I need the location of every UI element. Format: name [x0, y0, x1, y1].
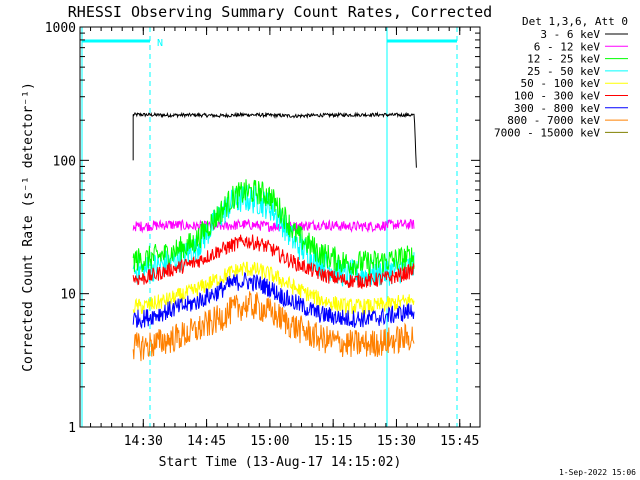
legend-entry-label: 7000 - 15000 keV: [494, 126, 600, 139]
legend-entry-label: 300 - 800 keV: [514, 102, 600, 115]
x-axis-ticks: 14:30 14:45 15:00 15:15 15:30 15:45: [79, 27, 479, 449]
x-tick-label: 15:30: [377, 434, 416, 449]
y-tick-label: 100: [53, 154, 76, 169]
x-tick-label: 15:45: [440, 434, 479, 449]
y-tick-label: 1000: [45, 21, 76, 36]
series-line: [132, 111, 417, 168]
y-axis-ticks: 1 10 100 1000: [45, 21, 480, 436]
series-line: [132, 234, 415, 290]
series-line: [132, 185, 415, 287]
series-line: [132, 272, 415, 329]
x-tick-label: 14:45: [187, 434, 226, 449]
series-line: [132, 179, 415, 276]
y-axis-label: Corrected Count Rate (s⁻¹ detector⁻¹): [21, 82, 36, 372]
x-tick-label: 15:00: [250, 434, 289, 449]
chart-title: RHESSI Observing Summary Count Rates, Co…: [68, 3, 492, 21]
x-tick-label: 14:30: [124, 434, 163, 449]
legend-entry-label: 100 - 300 keV: [514, 90, 600, 103]
x-tick-label: 15:15: [314, 434, 353, 449]
timestamp: 1-Sep-2022 15:06: [559, 468, 636, 477]
y-tick-label: 10: [60, 288, 76, 303]
y-tick-label: 1: [68, 421, 76, 436]
legend-entry-label: 50 - 100 keV: [521, 77, 601, 90]
legend-entry-label: 12 - 25 keV: [527, 53, 600, 66]
legend-entry-label: 800 - 7000 keV: [507, 114, 600, 127]
series-line: [132, 218, 415, 234]
legend-entry-label: 25 - 50 keV: [527, 65, 600, 78]
legend-entry-label: 6 - 12 keV: [534, 40, 601, 53]
legend-header: Det 1,3,6, Att 0: [522, 15, 628, 28]
marker-n-label: N: [157, 38, 163, 49]
x-axis-label: Start Time (13-Aug-17 14:15:02): [159, 455, 402, 470]
series-line: [132, 291, 415, 362]
legend-entry-label: 3 - 6 keV: [540, 28, 600, 41]
series-layer: [132, 111, 417, 362]
